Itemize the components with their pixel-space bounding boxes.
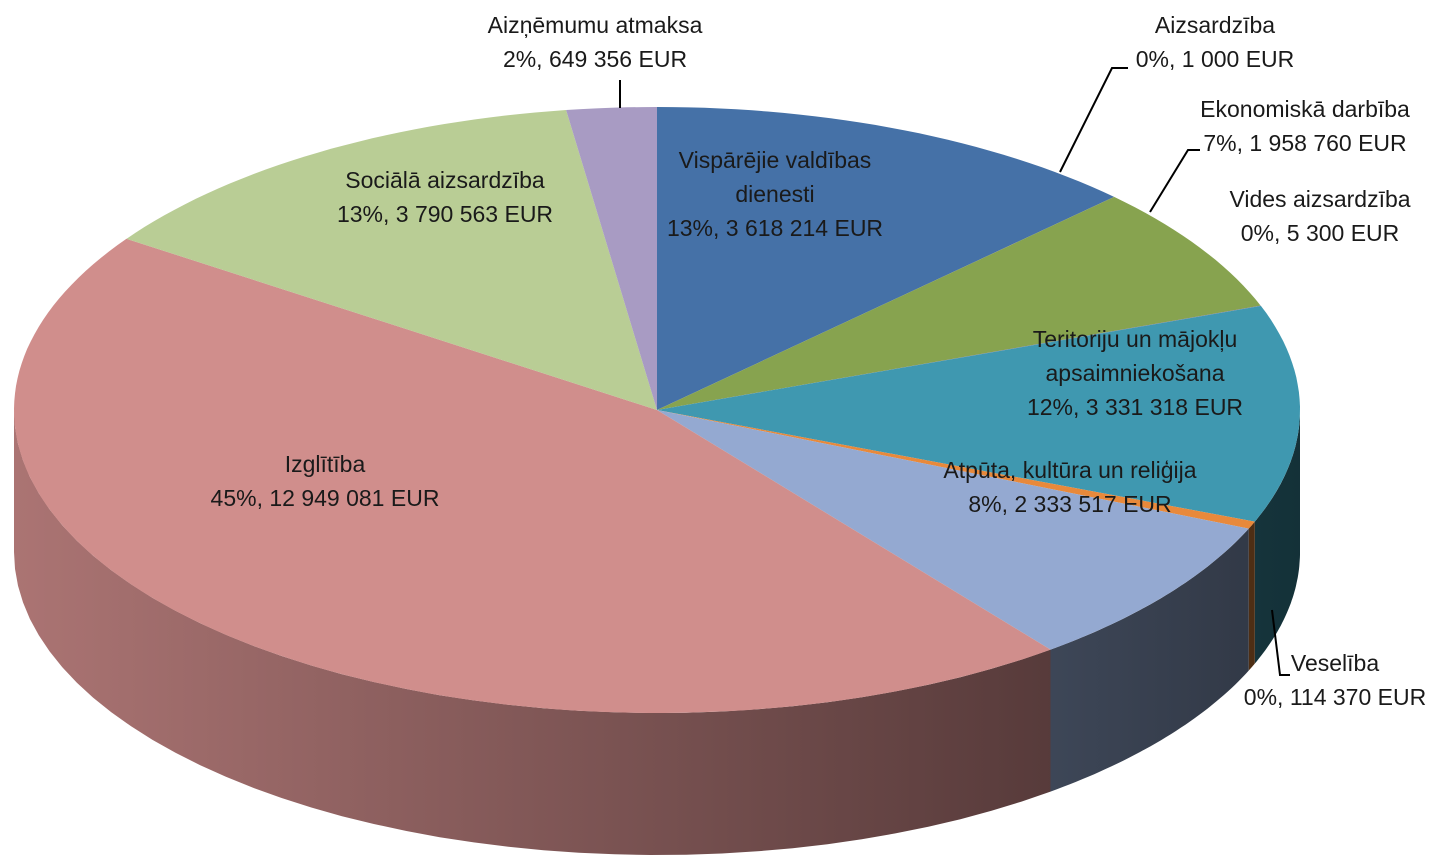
value-label: 7%, 1 958 760 EUR (1203, 130, 1407, 156)
data-label: Sociālā aizsardzība 13%, 3 790 563 EUR (295, 163, 595, 231)
category-label: Ekonomiskā darbība (1200, 96, 1410, 122)
category-label: Vides aizsardzība (1229, 186, 1411, 212)
slice (566, 107, 657, 410)
value-label: 45%, 12 949 081 EUR (210, 485, 440, 511)
value-label: 8%, 2 333 517 EUR (968, 491, 1172, 517)
category-label: Sociālā aizsardzība (345, 167, 545, 193)
data-label: Teritoriju un mājokļu apsaimniekošana 12%… (985, 322, 1285, 424)
category-label: Veselība (1290, 650, 1380, 676)
slice-side (1248, 521, 1255, 671)
category-label: Aizņēmumu atmaksa (487, 12, 703, 38)
data-label: Veselība 0%, 114 370 EUR (1215, 646, 1439, 714)
data-label: Ekonomiskā darbība 7%, 1 958 760 EUR (1175, 92, 1435, 160)
slice (126, 110, 657, 410)
value-label: 0%, 114 370 EUR (1243, 684, 1427, 710)
category-label: Atpūta, kultūra un reliģija (943, 457, 1197, 483)
slice-side (14, 410, 1051, 855)
slice (657, 305, 1300, 522)
value-label: 12%, 3 331 318 EUR (1026, 394, 1244, 420)
category-label: Izglītība (284, 451, 366, 477)
value-label: 0%, 1 000 EUR (1135, 46, 1295, 72)
category-label: Vispārējie valdības dienesti (678, 147, 872, 207)
slice-side (1050, 528, 1249, 792)
data-label: Aizsardzība 0%, 1 000 EUR (1095, 8, 1335, 76)
value-label: 2%, 649 356 EUR (502, 46, 688, 72)
value-label: 13%, 3 618 214 EUR (666, 215, 884, 241)
category-label: Teritoriju un mājokļu apsaimniekošana (1032, 326, 1238, 386)
value-label: 13%, 3 790 563 EUR (336, 201, 554, 227)
slice (657, 107, 1115, 410)
slice (657, 196, 1261, 410)
data-label: Izglītība 45%, 12 949 081 EUR (165, 447, 485, 515)
data-label: Atpūta, kultūra un reliģija 8%, 2 333 517… (940, 453, 1200, 521)
leader-line (1059, 67, 1128, 173)
data-label: Vides aizsardzība 0%, 5 300 EUR (1200, 182, 1439, 250)
slice (14, 238, 1051, 714)
slice (657, 410, 1249, 650)
data-label: Vispārējie valdības dienesti 13%, 3 618 2… (640, 143, 910, 245)
leader-line (1271, 609, 1290, 676)
slice (657, 410, 1255, 529)
category-label: Aizsardzība (1154, 12, 1276, 38)
data-label: Aizņēmumu atmaksa 2%, 649 356 EUR (445, 8, 745, 76)
leader-line (1149, 149, 1200, 213)
slice (657, 305, 1261, 410)
value-label: 0%, 5 300 EUR (1240, 220, 1400, 246)
slice-side (1254, 410, 1300, 664)
